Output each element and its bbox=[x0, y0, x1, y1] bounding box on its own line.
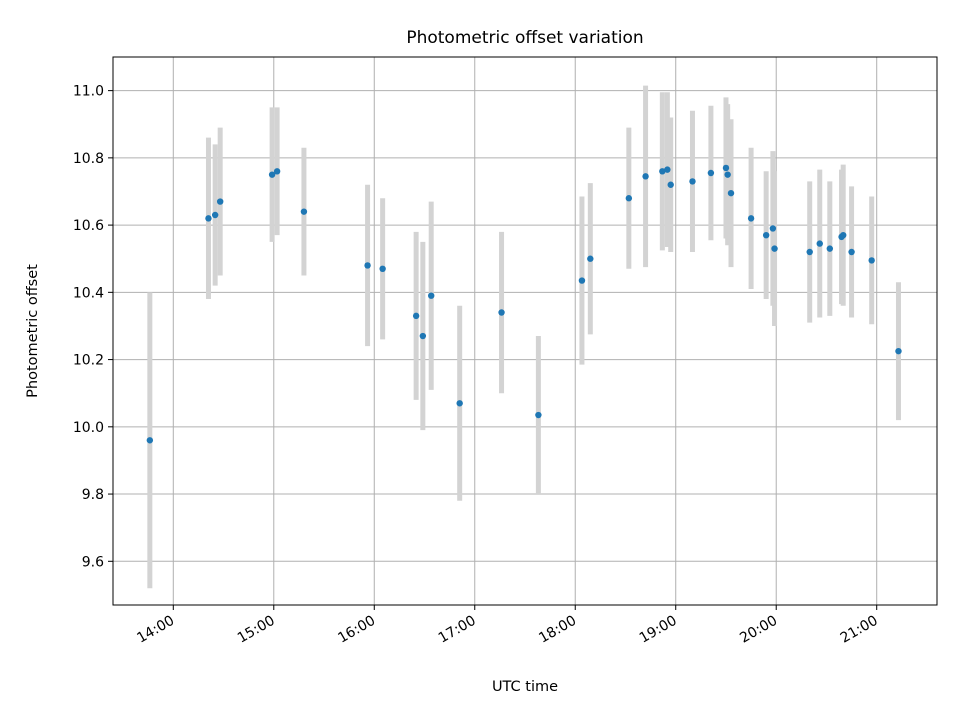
data-point bbox=[771, 245, 778, 252]
data-point bbox=[300, 208, 308, 215]
data-point bbox=[535, 411, 542, 419]
data-point bbox=[689, 178, 696, 185]
data-point bbox=[707, 169, 715, 177]
data-point bbox=[747, 215, 755, 222]
data-point bbox=[848, 248, 855, 256]
chart-title: Photometric offset variation bbox=[406, 28, 643, 48]
data-point bbox=[840, 231, 847, 239]
y-tick-label: 10.8 bbox=[73, 151, 104, 167]
data-point bbox=[587, 255, 594, 262]
data-point bbox=[642, 173, 649, 180]
y-tick-label: 10.0 bbox=[73, 420, 104, 436]
plot-frame bbox=[112, 56, 938, 606]
y-tick-label: 10.4 bbox=[73, 285, 104, 301]
data-point bbox=[456, 400, 463, 407]
data-point bbox=[826, 245, 834, 252]
data-point bbox=[816, 240, 823, 247]
data-point bbox=[412, 312, 420, 320]
data-point bbox=[664, 166, 671, 173]
data-point bbox=[722, 164, 730, 172]
data-point bbox=[268, 171, 276, 178]
data-point bbox=[625, 195, 633, 202]
data-point bbox=[273, 168, 281, 175]
grid bbox=[113, 57, 937, 605]
x-axis-label: UTC time bbox=[492, 679, 558, 695]
y-tick-label: 9.8 bbox=[82, 487, 104, 503]
data-point bbox=[498, 309, 505, 316]
data-point bbox=[205, 215, 212, 222]
data-point bbox=[146, 437, 154, 444]
data-point bbox=[895, 347, 902, 355]
y-tick-label: 10.2 bbox=[73, 353, 104, 369]
y-tick-label: 11.0 bbox=[73, 84, 104, 100]
data-point bbox=[806, 248, 813, 256]
data-point bbox=[762, 231, 770, 239]
y-axis-label: Photometric offset bbox=[25, 264, 41, 398]
data-point bbox=[659, 168, 666, 175]
data-point bbox=[428, 292, 435, 299]
y-tick-label: 9.6 bbox=[82, 554, 104, 570]
y-tick-label: 10.6 bbox=[73, 218, 104, 234]
data-point bbox=[211, 211, 219, 219]
y-axis: 9.6 9.8 10.0 10.2 10.4 10.6 10.8 11.0 bbox=[73, 84, 113, 570]
data-point bbox=[727, 189, 735, 197]
data-points bbox=[146, 164, 902, 444]
data-point bbox=[769, 225, 777, 232]
data-point bbox=[868, 257, 875, 264]
plot-area bbox=[113, 57, 937, 605]
data-point bbox=[364, 262, 371, 269]
data-point bbox=[667, 181, 674, 188]
data-point bbox=[724, 171, 731, 178]
data-point bbox=[379, 265, 386, 273]
data-point bbox=[216, 198, 224, 205]
data-point bbox=[419, 332, 427, 340]
data-point bbox=[578, 277, 586, 284]
